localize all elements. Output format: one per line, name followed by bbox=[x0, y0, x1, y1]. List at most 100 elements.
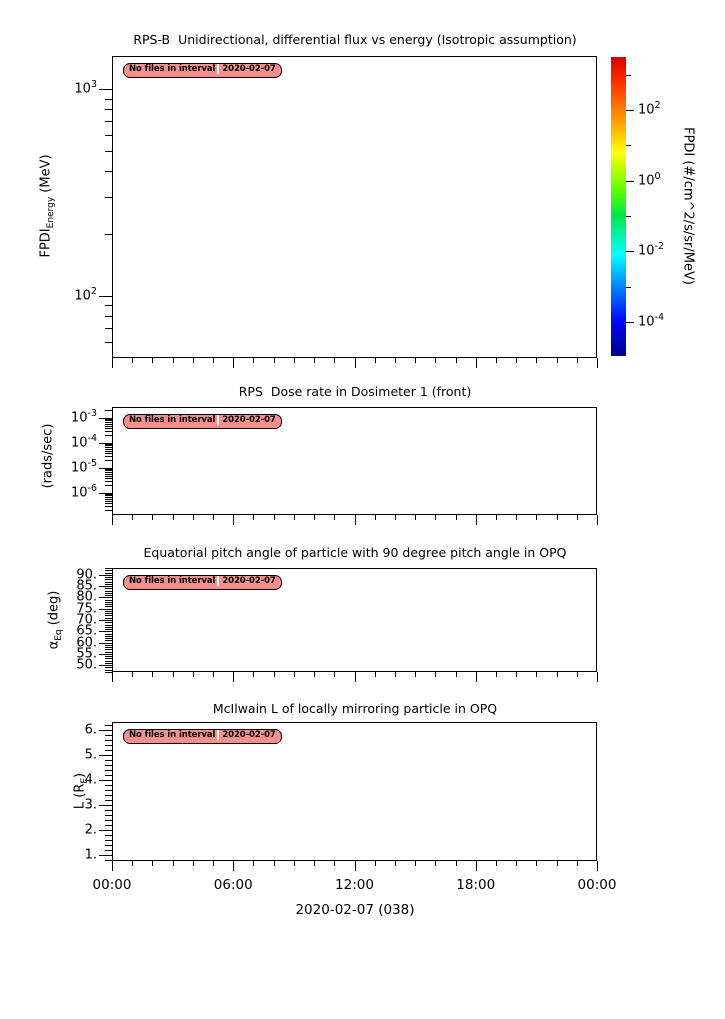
y-minor-tick bbox=[105, 820, 112, 821]
y-minor-tick bbox=[105, 456, 112, 457]
y-minor-tick bbox=[105, 499, 112, 500]
y-minor-tick bbox=[105, 636, 112, 637]
y-tick-label: 55. bbox=[76, 646, 97, 662]
y-minor-tick bbox=[105, 453, 112, 454]
y-tick-label: 10-3 bbox=[70, 408, 97, 426]
colorbar-tick-label: 10-4 bbox=[638, 312, 665, 330]
x-minor-tick bbox=[173, 861, 174, 866]
y-minor-tick bbox=[105, 815, 112, 816]
x-major-tick bbox=[112, 358, 113, 368]
y-tick-label: 6. bbox=[84, 722, 97, 738]
panel-title-dose-rate: RPS Dose rate in Dosimeter 1 (front) bbox=[238, 384, 472, 399]
x-minor-tick bbox=[132, 861, 133, 866]
x-minor-tick bbox=[193, 861, 194, 866]
colorbar-axis-label: FPDI (#/cm^2/s/sr/MeV) bbox=[680, 127, 696, 285]
y-tick-label: 10-6 bbox=[70, 483, 97, 501]
x-minor-tick bbox=[132, 672, 133, 677]
y-minor-tick bbox=[105, 501, 112, 502]
x-minor-tick bbox=[415, 672, 416, 677]
y-minor-tick bbox=[105, 121, 112, 122]
x-major-tick bbox=[355, 515, 356, 525]
y-minor-tick bbox=[105, 449, 112, 450]
y-minor-tick bbox=[105, 611, 112, 612]
y-major-tick bbox=[99, 643, 112, 644]
y-minor-tick bbox=[105, 629, 112, 630]
y-minor-tick bbox=[105, 419, 112, 420]
y-minor-tick bbox=[105, 497, 112, 498]
x-minor-tick bbox=[536, 515, 537, 520]
y-major-tick bbox=[99, 830, 112, 831]
x-minor-tick bbox=[496, 861, 497, 866]
y-minor-tick bbox=[105, 667, 112, 668]
x-minor-tick bbox=[516, 672, 517, 677]
y-minor-tick bbox=[105, 481, 112, 482]
x-tick-label: 00:00 bbox=[577, 877, 617, 893]
x-minor-tick bbox=[395, 672, 396, 677]
x-major-tick bbox=[597, 515, 598, 525]
y-minor-tick bbox=[105, 775, 112, 776]
y-minor-tick bbox=[105, 447, 112, 448]
y-minor-tick bbox=[105, 810, 112, 811]
x-minor-tick bbox=[375, 358, 376, 363]
x-minor-tick bbox=[152, 358, 153, 363]
y-minor-tick bbox=[105, 652, 112, 653]
y-tick-label: 65. bbox=[76, 623, 97, 639]
y-minor-tick bbox=[105, 785, 112, 786]
x-minor-tick bbox=[395, 358, 396, 363]
y-minor-tick bbox=[105, 602, 112, 603]
y-minor-tick bbox=[105, 568, 112, 569]
x-major-tick bbox=[597, 861, 598, 871]
y-minor-tick bbox=[105, 750, 112, 751]
y-minor-tick bbox=[105, 625, 112, 626]
y-tick-label: 5. bbox=[84, 747, 97, 763]
y-minor-tick bbox=[105, 622, 112, 623]
colorbar-major-tick bbox=[626, 322, 634, 323]
y-major-tick bbox=[99, 89, 112, 90]
y-minor-tick bbox=[105, 735, 112, 736]
colorbar-minor-tick bbox=[626, 287, 631, 288]
x-major-tick bbox=[597, 672, 598, 682]
no-data-badge: No files in interval 2020-02-07 bbox=[123, 729, 282, 744]
y-minor-tick bbox=[105, 444, 112, 445]
no-data-badge-text: No files in interval bbox=[129, 576, 216, 586]
x-minor-tick bbox=[152, 515, 153, 520]
x-major-tick bbox=[112, 515, 113, 525]
x-minor-tick bbox=[577, 861, 578, 866]
y-minor-tick bbox=[105, 795, 112, 796]
plot-panel-dose-rate: No files in interval 2020-02-07 bbox=[112, 407, 597, 515]
x-minor-tick bbox=[334, 358, 335, 363]
x-major-tick bbox=[233, 861, 234, 871]
y-minor-tick bbox=[105, 506, 112, 507]
y-minor-tick bbox=[105, 591, 112, 592]
y-minor-tick bbox=[105, 428, 112, 429]
x-minor-tick bbox=[152, 861, 153, 866]
panel-title-pitch-angle: Equatorial pitch angle of particle with … bbox=[143, 545, 567, 560]
x-minor-tick bbox=[456, 672, 457, 677]
x-minor-tick bbox=[375, 515, 376, 520]
no-data-badge-text: No files in interval bbox=[129, 730, 216, 740]
y-minor-tick bbox=[105, 510, 112, 511]
y-major-tick bbox=[99, 296, 112, 297]
x-tick-label: 12:00 bbox=[335, 877, 374, 893]
x-minor-tick bbox=[557, 515, 558, 520]
y-minor-tick bbox=[105, 410, 112, 411]
y-major-tick bbox=[99, 597, 112, 598]
y-tick-label: 3. bbox=[84, 797, 97, 813]
no-data-badge: No files in interval 2020-02-07 bbox=[123, 575, 282, 590]
x-minor-tick bbox=[294, 861, 295, 866]
x-major-tick bbox=[355, 672, 356, 682]
no-data-badge-date: 2020-02-07 bbox=[217, 415, 276, 425]
y-minor-tick bbox=[105, 577, 112, 578]
panel-title-flux: RPS-B Unidirectional, differential flux … bbox=[133, 32, 577, 47]
y-minor-tick bbox=[105, 426, 112, 427]
y-minor-tick bbox=[105, 745, 112, 746]
x-minor-tick bbox=[435, 672, 436, 677]
y-minor-tick bbox=[105, 740, 112, 741]
x-minor-tick bbox=[516, 515, 517, 520]
y-minor-tick bbox=[105, 579, 112, 580]
y-minor-tick bbox=[105, 472, 112, 473]
x-minor-tick bbox=[334, 861, 335, 866]
x-minor-tick bbox=[415, 861, 416, 866]
no-data-badge-text: No files in interval bbox=[129, 415, 216, 425]
